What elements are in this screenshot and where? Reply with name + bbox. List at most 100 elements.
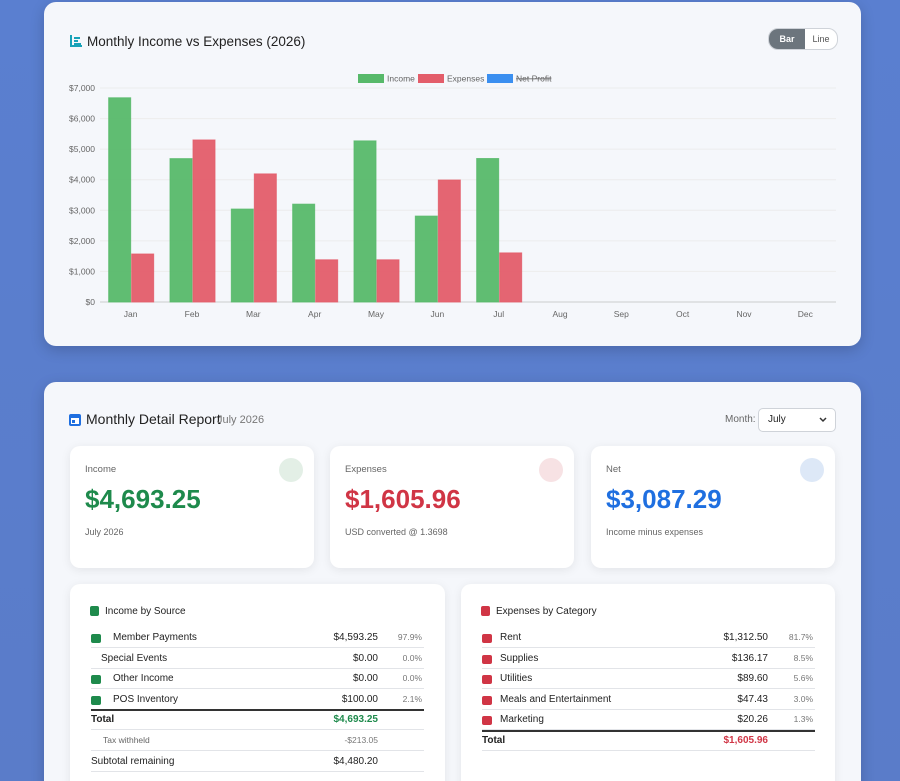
row-icon: [91, 634, 101, 643]
x-tick-label: Jun: [430, 309, 444, 319]
row-name: Other Income: [113, 673, 174, 685]
chart-toggle: Bar Line: [768, 28, 838, 50]
y-tick-label: $2,000: [69, 236, 95, 246]
total-amount: $1,605.96: [723, 735, 769, 746]
row-line: [91, 647, 424, 648]
bar: [230, 208, 254, 303]
summary-card: Expenses $1,605.96 USD converted @ 1.3698: [330, 446, 574, 568]
row-name: Supplies: [500, 652, 539, 664]
row-amount: $89.60: [737, 673, 768, 685]
row-line: [482, 647, 815, 648]
calendar-icon: [69, 414, 81, 426]
row-icon: [482, 695, 492, 705]
bar: [292, 203, 316, 303]
table-card: [70, 584, 445, 781]
x-tick-label: Jan: [124, 309, 138, 319]
summary-note: USD converted @ 1.3698: [345, 527, 448, 537]
row-pct: 1.3%: [793, 714, 813, 725]
row-amount: $4,593.25: [333, 632, 379, 643]
x-tick-label: Feb: [185, 309, 200, 319]
table-icon: [90, 606, 99, 616]
row-line: [91, 708, 424, 710]
row-amount: $1,312.50: [723, 632, 769, 643]
summary-note: July 2026: [85, 527, 124, 537]
row-icon: [482, 634, 492, 643]
summary-card: Net $3,087.29 Income minus expenses: [591, 446, 835, 568]
x-tick-label: Nov: [736, 309, 752, 319]
y-tick-label: $5,000: [69, 144, 95, 154]
row-line: [91, 770, 424, 772]
row-pct: 97.9%: [397, 632, 422, 642]
y-tick-label: $7,000: [69, 83, 95, 93]
row-icon: [91, 695, 101, 705]
table-title: Expenses by Category: [496, 606, 597, 617]
x-tick-label: Jul: [493, 309, 504, 319]
bar: [108, 97, 132, 303]
row-line: [91, 750, 424, 751]
row-amount: $100.00: [341, 693, 378, 705]
summary-value: $1,605.96: [345, 484, 461, 514]
row-name: Rent: [500, 632, 522, 643]
total-amount: $4,693.25: [333, 714, 379, 726]
row-pct: 81.7%: [788, 632, 813, 642]
row-name: Marketing: [500, 714, 544, 726]
row-pct: 0.0%: [402, 673, 422, 684]
x-tick-label: Aug: [552, 309, 567, 319]
bar: [353, 140, 377, 303]
row-line: [482, 708, 815, 710]
bar: [476, 158, 500, 303]
summary-label: Expenses: [345, 464, 387, 475]
report-title: Monthly Detail Report: [86, 411, 221, 427]
row-amount: $136.17: [731, 652, 768, 664]
month-select[interactable]: July: [758, 408, 836, 432]
y-tick-label: $1,000: [69, 266, 95, 276]
summary-icon: [279, 458, 303, 482]
total-label: Total: [91, 714, 115, 726]
y-tick-label: $0: [86, 297, 96, 307]
row-name: Utilities: [500, 673, 533, 685]
y-tick-label: $6,000: [69, 114, 95, 124]
chart-title: Monthly Income vs Expenses (2026): [87, 34, 305, 49]
row-name: POS Inventory: [113, 693, 179, 705]
row-line: [91, 729, 424, 731]
y-tick-label: $3,000: [69, 205, 95, 215]
bar: [376, 259, 400, 303]
y-tick-label: $4,000: [69, 175, 95, 185]
row-line: [91, 667, 424, 669]
row-amount: $0.00: [352, 652, 378, 664]
row-icon: [482, 654, 492, 664]
bar: [169, 158, 193, 303]
total-label: Total: [482, 735, 506, 746]
toggle-line[interactable]: Line: [812, 34, 830, 44]
row-icon: [482, 675, 492, 685]
summary-label: Income: [85, 464, 117, 475]
row-line: [482, 729, 815, 731]
bar: [315, 259, 339, 303]
legend-label: Net Profit: [516, 74, 552, 84]
table-icon: [481, 606, 490, 616]
x-tick-label: May: [368, 309, 385, 319]
bar: [414, 215, 438, 303]
row-amount: $20.26: [737, 714, 768, 726]
summary-icon: [800, 458, 824, 482]
report-period: July 2026: [217, 414, 265, 426]
chevron: [819, 417, 827, 423]
x-tick-label: Sep: [614, 309, 629, 319]
row-name: Meals and Entertainment: [500, 693, 612, 705]
legend-swatch: [358, 74, 384, 83]
row-amount: $0.00: [352, 673, 378, 685]
legend-swatch: [418, 74, 444, 83]
month-label: Month:: [725, 414, 756, 425]
row-line: [482, 688, 815, 690]
table-card: [461, 584, 835, 781]
legend-label: Income: [387, 74, 415, 84]
row-pct: 5.6%: [793, 673, 813, 684]
bar: [131, 253, 155, 303]
tax-amount: -$213.05: [344, 735, 378, 745]
summary-label: Net: [606, 464, 621, 475]
x-tick-label: Dec: [798, 309, 814, 319]
row-line: [482, 750, 815, 751]
toggle-bar[interactable]: Bar: [769, 29, 805, 49]
row-amount: $47.43: [737, 693, 768, 705]
